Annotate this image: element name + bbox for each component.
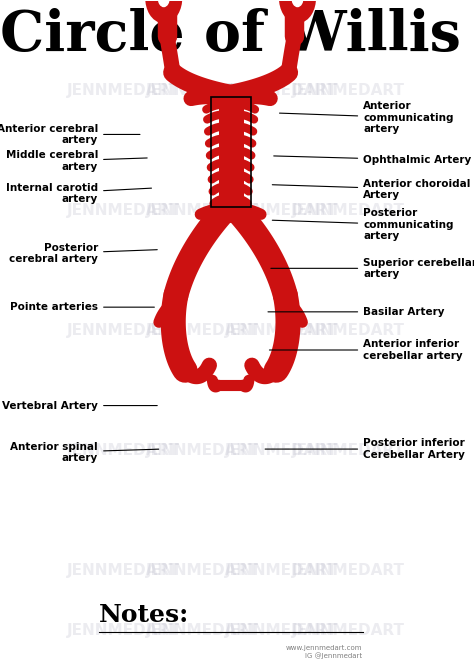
Text: JENNMEDART: JENNMEDART <box>146 563 258 578</box>
Text: JENNMEDART: JENNMEDART <box>66 83 180 98</box>
Circle shape <box>292 0 303 7</box>
Text: Posterior
communicating
artery: Posterior communicating artery <box>272 208 454 241</box>
Text: Superior cerebellar
artery: Superior cerebellar artery <box>271 257 474 279</box>
Text: JENNMEDART: JENNMEDART <box>292 323 404 338</box>
Text: Circle of Willis: Circle of Willis <box>0 8 461 63</box>
Text: JENNMEDART: JENNMEDART <box>146 443 258 458</box>
Text: JENNMEDART: JENNMEDART <box>225 83 337 98</box>
Text: JENNMEDART: JENNMEDART <box>292 622 404 638</box>
Text: Anterior
communicating
artery: Anterior communicating artery <box>280 101 454 134</box>
Text: JENNMEDART: JENNMEDART <box>146 323 258 338</box>
Text: JENNMEDART: JENNMEDART <box>146 622 258 638</box>
Text: JENNMEDART: JENNMEDART <box>146 203 258 218</box>
Text: JENNMEDART: JENNMEDART <box>225 203 337 218</box>
Text: JENNMEDART: JENNMEDART <box>292 443 404 458</box>
Text: JENNMEDART: JENNMEDART <box>66 203 180 218</box>
Text: www.jennmedart.com
IG @Jennmedart: www.jennmedart.com IG @Jennmedart <box>286 645 363 659</box>
Text: JENNMEDART: JENNMEDART <box>292 83 404 98</box>
Text: Vertebral Artery: Vertebral Artery <box>2 401 157 411</box>
Circle shape <box>287 0 309 15</box>
Text: Anterior inferior
cerebellar artery: Anterior inferior cerebellar artery <box>269 339 463 361</box>
Text: JENNMEDART: JENNMEDART <box>66 563 180 578</box>
Text: JENNMEDART: JENNMEDART <box>225 622 337 638</box>
Text: JENNMEDART: JENNMEDART <box>292 203 404 218</box>
Circle shape <box>158 0 169 7</box>
Text: JENNMEDART: JENNMEDART <box>66 443 180 458</box>
Text: Middle cerebral
artery: Middle cerebral artery <box>6 151 147 172</box>
Text: Ophthalmic Artery: Ophthalmic Artery <box>274 155 472 165</box>
Text: JENNMEDART: JENNMEDART <box>146 83 258 98</box>
Text: JENNMEDART: JENNMEDART <box>66 622 180 638</box>
Text: JENNMEDART: JENNMEDART <box>292 563 404 578</box>
Text: Internal carotid
artery: Internal carotid artery <box>6 182 152 204</box>
Text: Posterior
cerebral artery: Posterior cerebral artery <box>9 243 157 265</box>
Text: Anterior spinal
artery: Anterior spinal artery <box>10 442 159 463</box>
Text: JENNMEDART: JENNMEDART <box>225 563 337 578</box>
Text: Anterior cerebral
artery: Anterior cerebral artery <box>0 124 140 145</box>
Text: JENNMEDART: JENNMEDART <box>225 443 337 458</box>
Text: Posterior inferior
Cerebellar Artery: Posterior inferior Cerebellar Artery <box>265 438 465 460</box>
Circle shape <box>153 0 175 15</box>
Text: Basilar Artery: Basilar Artery <box>268 307 445 317</box>
Text: Pointe arteries: Pointe arteries <box>10 302 155 312</box>
Text: Notes:: Notes: <box>99 603 189 627</box>
Text: Anterior choroidal
Artery: Anterior choroidal Artery <box>272 178 471 200</box>
Bar <box>211 97 251 208</box>
Text: JENNMEDART: JENNMEDART <box>66 323 180 338</box>
Text: JENNMEDART: JENNMEDART <box>225 323 337 338</box>
